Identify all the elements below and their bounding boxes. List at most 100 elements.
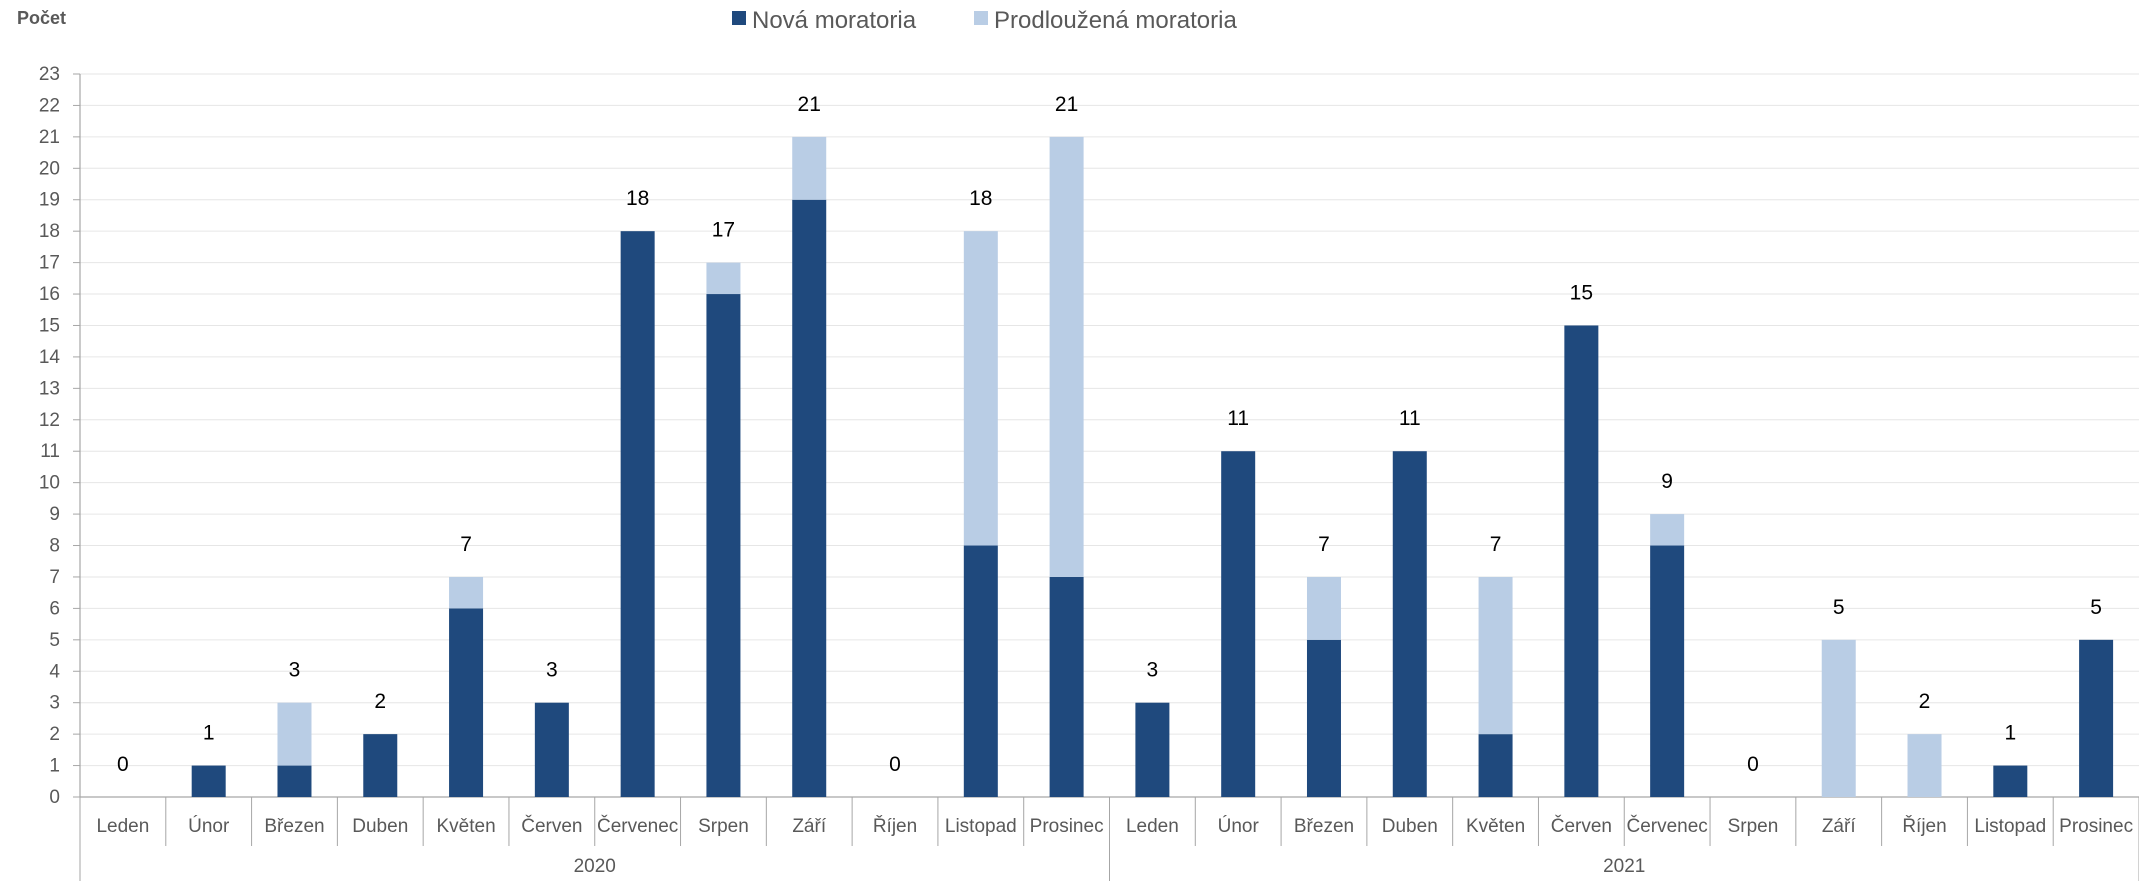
- data-label-total: 3: [1147, 659, 1159, 682]
- bar-nova-moratoria: [1392, 451, 1427, 797]
- data-label-total: 5: [2090, 596, 2102, 619]
- x-tick-label: Prosinec: [2059, 816, 2133, 837]
- bar-nova-moratoria: [191, 765, 226, 797]
- y-tick-label: 15: [39, 315, 60, 336]
- data-label-total: 7: [1490, 533, 1502, 556]
- data-label-total: 11: [1227, 407, 1249, 430]
- y-tick-label: 8: [49, 536, 60, 557]
- y-axis-label: Počet: [17, 8, 66, 28]
- bar-prodlouzena-moratoria: [1907, 734, 1942, 797]
- bar-nova-moratoria: [1221, 451, 1256, 797]
- data-label-total: 18: [969, 187, 992, 210]
- bar-prodlouzena-moratoria: [963, 231, 998, 546]
- y-tick-label: 0: [49, 787, 60, 808]
- data-label-total: 5: [1833, 596, 1845, 619]
- year-label: 2021: [1603, 856, 1645, 877]
- bar-prodlouzena-moratoria: [706, 262, 741, 295]
- y-tick-label: 13: [39, 378, 60, 399]
- bar-nova-moratoria: [1478, 734, 1513, 797]
- bar-nova-moratoria: [449, 608, 484, 797]
- data-label-total: 0: [117, 753, 129, 776]
- x-tick-label: Březen: [1294, 816, 1354, 837]
- data-label-total: 21: [1055, 93, 1078, 116]
- bar-nova-moratoria: [1049, 576, 1084, 797]
- bar-prodlouzena-moratoria: [1049, 136, 1084, 577]
- bar-nova-moratoria: [2079, 639, 2114, 797]
- data-label-total: 1: [203, 722, 215, 745]
- data-label-total: 7: [1318, 533, 1330, 556]
- x-tick-label: Prosinec: [1030, 816, 1104, 837]
- y-tick-label: 20: [39, 158, 60, 179]
- data-label-total: 17: [712, 219, 735, 242]
- data-label-total: 1: [2004, 722, 2016, 745]
- x-tick-label: Srpen: [1728, 816, 1779, 837]
- y-tick-label: 16: [39, 284, 60, 305]
- x-tick-label: Únor: [1218, 815, 1260, 837]
- x-tick-label: Květen: [1466, 816, 1525, 837]
- bar-nova-moratoria: [963, 545, 998, 797]
- x-tick-label: Září: [792, 816, 827, 837]
- data-label-total: 18: [626, 187, 649, 210]
- bar-nova-moratoria: [277, 765, 312, 797]
- x-tick-label: Leden: [1126, 816, 1179, 837]
- y-tick-label: 22: [39, 95, 60, 116]
- x-tick-label: Květen: [436, 816, 495, 837]
- bar-nova-moratoria: [620, 231, 655, 797]
- y-tick-label: 19: [39, 190, 60, 211]
- x-tick-label: Duben: [1382, 816, 1438, 837]
- bar-nova-moratoria: [1306, 639, 1341, 797]
- bar-nova-moratoria: [1993, 765, 2028, 797]
- y-tick-label: 12: [39, 410, 60, 431]
- bar-prodlouzena-moratoria: [1650, 514, 1685, 546]
- y-tick-label: 7: [49, 567, 60, 588]
- data-label-total: 11: [1399, 407, 1421, 430]
- y-tick-label: 23: [39, 64, 60, 85]
- data-label-total: 0: [889, 753, 901, 776]
- y-tick-label: 21: [39, 127, 60, 148]
- data-label-total: 21: [798, 93, 821, 116]
- y-tick-label: 6: [49, 598, 60, 619]
- x-tick-label: Říjen: [873, 815, 917, 837]
- y-tick-label: 9: [49, 504, 60, 525]
- y-tick-label: 3: [49, 693, 60, 714]
- bar-prodlouzena-moratoria: [1821, 639, 1856, 797]
- data-label-total: 2: [374, 690, 386, 713]
- y-tick-label: 2: [49, 724, 60, 745]
- bar-prodlouzena-moratoria: [1306, 576, 1341, 640]
- legend-swatch-prodlouzena: [974, 11, 988, 25]
- bar-nova-moratoria: [792, 199, 827, 797]
- data-label-total: 7: [460, 533, 472, 556]
- x-tick-label: Listopad: [1974, 816, 2046, 837]
- y-tick-label: 1: [49, 756, 60, 777]
- bar-nova-moratoria: [706, 294, 741, 797]
- y-tick-label: 11: [40, 441, 60, 462]
- data-label-total: 9: [1661, 470, 1673, 493]
- x-tick-label: Listopad: [945, 816, 1017, 837]
- bar-prodlouzena-moratoria: [792, 136, 827, 200]
- bar-nova-moratoria: [1564, 325, 1599, 797]
- x-tick-label: Září: [1822, 816, 1857, 837]
- y-tick-label: 14: [39, 347, 61, 368]
- bar-nova-moratoria: [534, 702, 569, 797]
- y-tick-label: 18: [39, 221, 60, 242]
- year-label: 2020: [574, 856, 616, 877]
- bar-nova-moratoria: [363, 734, 398, 797]
- x-tick-label: Červenec: [1626, 815, 1707, 837]
- x-tick-label: Březen: [264, 816, 324, 837]
- x-tick-label: Říjen: [1902, 815, 1946, 837]
- x-tick-label: Červenec: [597, 815, 678, 837]
- bar-nova-moratoria: [1135, 702, 1170, 797]
- y-tick-label: 5: [49, 630, 60, 651]
- bar-nova-moratoria: [1650, 545, 1685, 797]
- x-tick-label: Duben: [352, 816, 408, 837]
- legend-label-nova: Nová moratoria: [752, 7, 917, 34]
- data-label-total: 15: [1570, 281, 1593, 304]
- data-label-total: 3: [546, 659, 558, 682]
- y-tick-label: 10: [39, 473, 60, 494]
- data-label-total: 0: [1747, 753, 1759, 776]
- x-tick-label: Červen: [1551, 815, 1612, 837]
- y-tick-label: 17: [39, 253, 60, 274]
- data-label-total: 3: [289, 659, 301, 682]
- legend-label-prodlouzena: Prodloužená moratoria: [994, 7, 1237, 34]
